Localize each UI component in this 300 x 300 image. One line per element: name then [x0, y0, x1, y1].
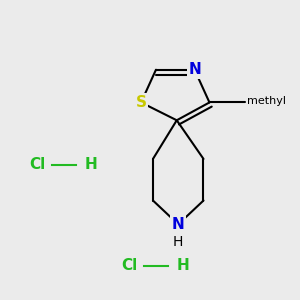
Text: H: H — [176, 258, 189, 273]
Text: H: H — [173, 235, 183, 249]
Text: N: N — [172, 217, 184, 232]
Text: Cl: Cl — [121, 258, 137, 273]
Text: H: H — [84, 158, 97, 172]
Text: S: S — [136, 95, 147, 110]
Text: N: N — [188, 62, 201, 77]
Text: methyl: methyl — [247, 96, 286, 106]
Text: Cl: Cl — [29, 158, 45, 172]
